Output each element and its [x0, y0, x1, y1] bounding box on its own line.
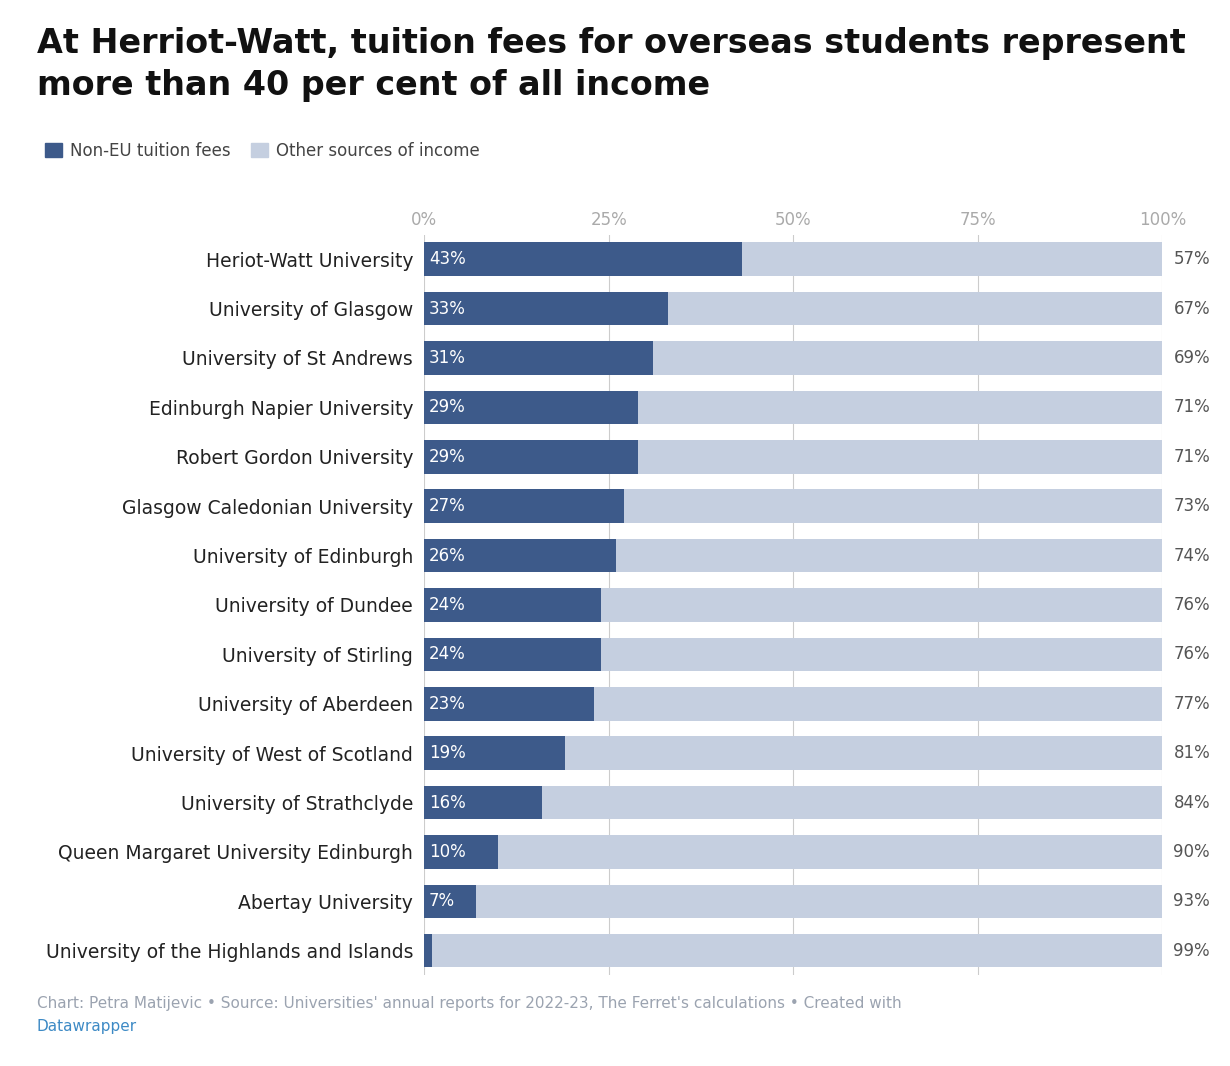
Bar: [424, 390, 1162, 424]
Bar: [424, 588, 1162, 621]
Text: 93%: 93%: [1173, 892, 1210, 910]
Bar: [424, 242, 1162, 276]
Text: 76%: 76%: [1173, 645, 1210, 663]
Bar: [424, 637, 1162, 672]
Text: 33%: 33%: [429, 300, 466, 318]
Bar: [424, 835, 1162, 869]
Text: 43%: 43%: [429, 251, 465, 269]
Text: more than 40 per cent of all income: more than 40 per cent of all income: [37, 69, 710, 102]
Bar: [424, 292, 668, 325]
Text: 29%: 29%: [429, 448, 465, 466]
Bar: [424, 588, 601, 621]
Text: 74%: 74%: [1173, 547, 1210, 565]
Text: 24%: 24%: [429, 645, 465, 663]
Text: 67%: 67%: [1173, 300, 1210, 318]
Bar: [424, 242, 742, 276]
Bar: [424, 440, 1162, 473]
Bar: [424, 934, 432, 968]
Bar: [424, 885, 476, 918]
Text: 16%: 16%: [429, 793, 465, 811]
Bar: [424, 292, 1162, 325]
Text: 7%: 7%: [429, 892, 455, 910]
Text: 76%: 76%: [1173, 596, 1210, 614]
Bar: [424, 737, 565, 770]
Bar: [424, 538, 1162, 572]
Legend: Non-EU tuition fees, Other sources of income: Non-EU tuition fees, Other sources of in…: [46, 142, 480, 160]
Text: 19%: 19%: [429, 744, 465, 762]
Bar: [424, 885, 1162, 918]
Text: 71%: 71%: [1173, 448, 1210, 466]
Bar: [424, 934, 1162, 968]
Bar: [424, 687, 594, 721]
Text: 23%: 23%: [429, 695, 466, 713]
Text: 71%: 71%: [1173, 399, 1210, 417]
Text: 31%: 31%: [429, 349, 466, 367]
Bar: [424, 538, 616, 572]
Bar: [424, 637, 601, 672]
Text: 84%: 84%: [1173, 793, 1210, 811]
Text: 77%: 77%: [1173, 695, 1210, 713]
Text: 69%: 69%: [1173, 349, 1210, 367]
Bar: [424, 835, 498, 869]
Text: 99%: 99%: [1173, 941, 1210, 959]
Bar: [424, 489, 624, 523]
Text: 90%: 90%: [1173, 843, 1210, 861]
Bar: [424, 489, 1162, 523]
Text: At Herriot-Watt, tuition fees for overseas students represent: At Herriot-Watt, tuition fees for overse…: [37, 27, 1186, 60]
Text: 10%: 10%: [429, 843, 465, 861]
Bar: [424, 390, 638, 424]
Text: Chart: Petra Matijevic • Source: Universities' annual reports for 2022-23, The F: Chart: Petra Matijevic • Source: Univers…: [37, 996, 902, 1011]
Text: 57%: 57%: [1173, 251, 1210, 269]
Bar: [424, 341, 653, 375]
Text: 24%: 24%: [429, 596, 465, 614]
Text: 29%: 29%: [429, 399, 465, 417]
Bar: [424, 440, 638, 473]
Text: 27%: 27%: [429, 497, 465, 515]
Bar: [424, 687, 1162, 721]
Text: 81%: 81%: [1173, 744, 1210, 762]
Text: 26%: 26%: [429, 547, 465, 565]
Bar: [424, 341, 1162, 375]
Bar: [424, 786, 542, 820]
Text: Datawrapper: Datawrapper: [37, 1019, 137, 1034]
Bar: [424, 786, 1162, 820]
Bar: [424, 737, 1162, 770]
Text: 73%: 73%: [1173, 497, 1210, 515]
